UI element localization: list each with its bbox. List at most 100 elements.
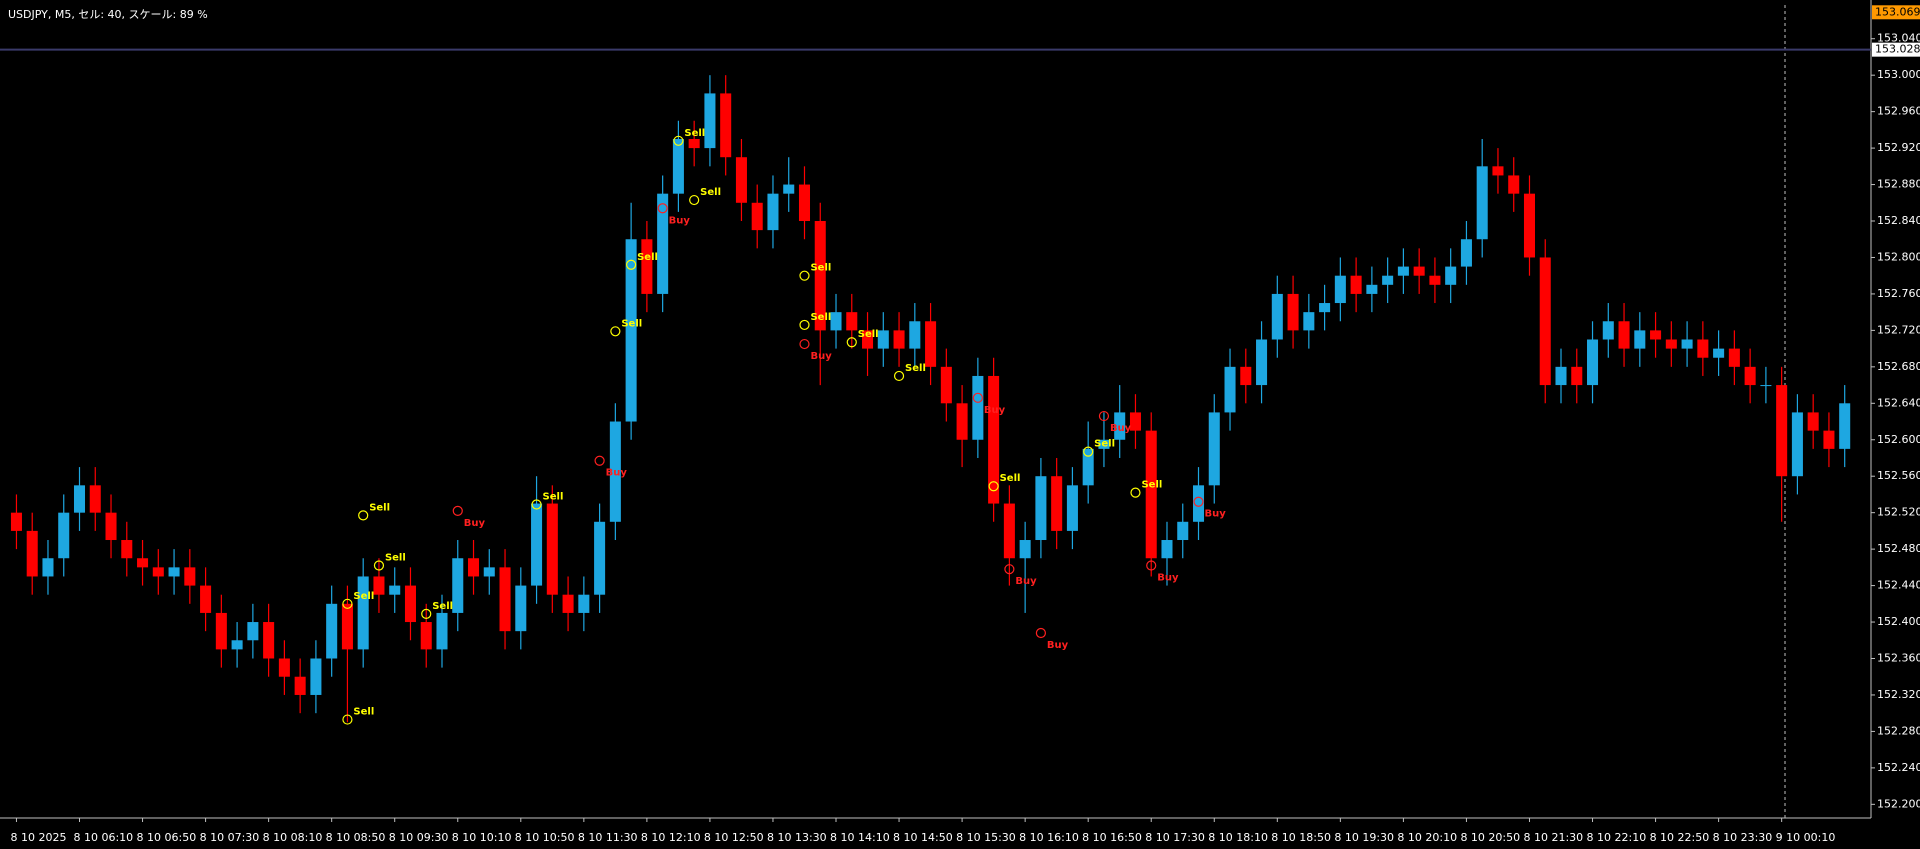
candle-body	[1460, 239, 1472, 267]
candle-body	[1634, 330, 1646, 349]
candle-body	[121, 540, 133, 559]
candle-body	[10, 512, 22, 531]
candle-body	[1713, 348, 1725, 358]
candle-body	[751, 202, 763, 231]
candle-body	[200, 585, 212, 613]
candle-body	[578, 594, 590, 613]
signal-label: Sell	[637, 252, 658, 263]
candle-body	[846, 312, 858, 331]
bid-label-box	[1872, 42, 1920, 57]
signal-label: Sell	[858, 329, 879, 340]
y-tick-label: 152.280	[1877, 724, 1920, 737]
candle-body	[735, 157, 747, 203]
x-tick-label: 8 10 09:30	[389, 831, 449, 844]
ask-label-box	[1872, 5, 1920, 20]
y-tick-label: 152.880	[1877, 178, 1920, 191]
candle-body	[1839, 403, 1851, 449]
signal-marker	[1083, 446, 1094, 457]
signal-label: Buy	[1047, 640, 1069, 651]
candle-body	[326, 603, 338, 659]
candle-body	[1665, 339, 1677, 349]
candle-body	[1161, 540, 1173, 559]
y-tick-label: 152.600	[1877, 433, 1920, 446]
candle-body	[515, 585, 527, 632]
x-tick-label: 8 10 15:30	[956, 831, 1016, 844]
y-tick-label: 152.360	[1877, 651, 1920, 664]
candle-body	[1051, 476, 1063, 531]
candle-body	[436, 612, 448, 650]
candle-body	[641, 239, 653, 294]
candle-body	[956, 403, 968, 440]
candle-body	[89, 485, 101, 513]
candle-body	[1129, 412, 1141, 431]
candle-body	[1823, 430, 1835, 449]
y-tick-label: 152.520	[1877, 506, 1920, 519]
candle-body	[1003, 503, 1015, 559]
candle-body	[1256, 339, 1268, 386]
candle-body	[1208, 412, 1220, 486]
candle-body	[798, 184, 811, 222]
x-tick-label: 8 10 06:10	[73, 831, 133, 844]
candle-body	[341, 603, 353, 650]
candle-body	[357, 576, 369, 650]
candle-body	[925, 321, 937, 367]
x-tick-label: 8 10 07:30	[200, 831, 260, 844]
candle-body	[1776, 385, 1788, 477]
signal-label: Buy	[984, 405, 1006, 416]
candle-body	[1602, 321, 1614, 340]
candle-body	[594, 521, 606, 595]
candle-body	[1492, 166, 1504, 176]
candle-body	[168, 567, 180, 577]
candle-body	[972, 375, 984, 440]
signal-label: Buy	[669, 215, 691, 226]
signal-marker	[342, 598, 353, 609]
signal-marker	[531, 499, 542, 510]
candle-body	[1382, 275, 1394, 285]
signal-marker	[657, 203, 668, 214]
x-tick-label: 8 10 16:10	[1019, 831, 1079, 844]
candle-body	[1618, 321, 1630, 349]
candle-body	[1587, 339, 1599, 386]
candle-body	[862, 330, 874, 349]
candle-body	[672, 138, 684, 194]
signal-marker	[799, 319, 810, 331]
candle-body	[531, 503, 543, 586]
y-tick-label: 152.840	[1877, 214, 1920, 227]
signal-marker	[358, 510, 369, 521]
signal-marker	[1130, 487, 1141, 498]
x-tick-label: 8 10 13:30	[767, 831, 827, 844]
x-tick-label: 8 10 16:50	[1082, 831, 1142, 844]
x-tick-label: 8 10 18:10	[1208, 831, 1268, 844]
candle-body	[1114, 412, 1126, 440]
candle-body	[42, 558, 54, 577]
x-tick-label: 8 10 08:50	[326, 831, 386, 844]
candle-body	[1413, 266, 1425, 276]
candle-body	[1728, 348, 1740, 367]
y-tick-label: 152.200	[1877, 797, 1920, 810]
candle-body	[105, 512, 117, 541]
candle-body	[1744, 366, 1756, 386]
signal-marker	[1004, 564, 1015, 575]
x-tick-label: 8 10 22:50	[1650, 831, 1710, 844]
signal-marker	[342, 714, 353, 725]
signal-label: Buy	[1110, 423, 1132, 434]
x-tick-label: 8 10 17:30	[1145, 831, 1205, 844]
candle-body	[1429, 275, 1441, 285]
candle-body	[58, 512, 70, 559]
candle-body	[1334, 275, 1346, 304]
x-tick-label: 8 10 10:50	[515, 831, 575, 844]
y-tick-label: 152.960	[1877, 105, 1920, 118]
candle-body	[625, 239, 637, 422]
signal-label: Buy	[810, 351, 832, 362]
candle-body	[73, 485, 86, 513]
signal-marker	[626, 259, 637, 270]
signal-marker	[972, 392, 983, 403]
candle-body	[1366, 284, 1378, 294]
signal-marker	[673, 135, 684, 146]
candle-body	[1508, 175, 1520, 194]
signal-label: Buy	[606, 468, 628, 479]
candle-body	[1681, 339, 1693, 349]
candle-body	[499, 567, 511, 632]
signal-label: Sell	[432, 601, 453, 612]
